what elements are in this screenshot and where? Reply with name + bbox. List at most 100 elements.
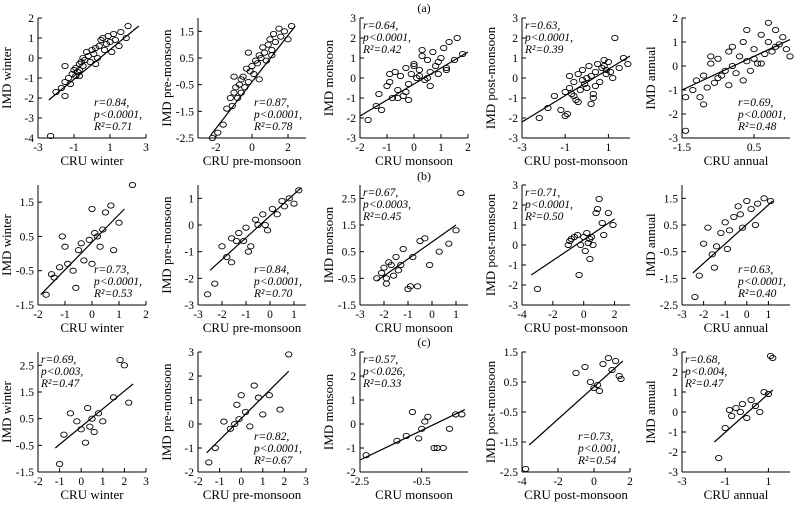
stat-r2: R²=0.47 (40, 378, 81, 390)
data-point (624, 60, 632, 68)
data-point (442, 64, 451, 72)
x-tick-label: 0 (591, 476, 597, 488)
data-point (703, 84, 711, 91)
data-point (108, 48, 116, 56)
data-point (273, 211, 281, 218)
data-point (710, 264, 719, 271)
data-point (404, 80, 413, 88)
data-point (237, 89, 245, 96)
data-point (387, 261, 395, 269)
data-point (124, 22, 132, 30)
data-point (589, 241, 597, 249)
data-point (757, 60, 765, 67)
data-point (458, 50, 467, 58)
y-tick-label: -2 (508, 113, 518, 125)
stat-r2: R²=0.70 (253, 288, 293, 300)
x-axis-title: CRU pre-monsoon (203, 153, 302, 168)
data-point (730, 213, 738, 221)
stat-r2: R²=0.54 (577, 455, 617, 467)
y-tick-label: -2 (184, 273, 194, 285)
stat-r2: R²=0.71 (93, 121, 132, 133)
data-point (725, 82, 733, 89)
data-point (757, 31, 765, 38)
stat-p: p<0.0001, (524, 32, 573, 44)
data-point (66, 410, 75, 417)
data-point (750, 46, 758, 53)
data-point (453, 34, 461, 42)
data-point (290, 200, 298, 207)
data-point (761, 50, 769, 58)
data-point (406, 283, 415, 290)
data-point (410, 62, 418, 70)
data-point (557, 106, 565, 114)
x-tick-label: 1 (291, 309, 297, 321)
data-point (55, 264, 64, 271)
data-point (251, 216, 260, 223)
data-point (287, 22, 296, 30)
x-tick-label: -1 (60, 309, 70, 321)
data-point (598, 219, 606, 227)
data-point (593, 381, 602, 389)
x-tick-label: -0.5 (413, 476, 431, 488)
data-point (580, 80, 589, 88)
data-point (589, 90, 597, 98)
y-tick-label: 0 (188, 220, 194, 232)
data-point (211, 444, 219, 452)
y-tick-label: -1.5 (660, 273, 678, 285)
x-axis-title: CRU pre-monsoon (203, 320, 302, 335)
y-tick-label: 3 (512, 13, 518, 25)
x-tick-label: -3 (677, 476, 687, 488)
data-point (746, 67, 755, 74)
data-point (750, 55, 758, 62)
y-tick-label: 1 (672, 387, 678, 399)
data-point (611, 34, 619, 42)
x-tick-label: 1 (260, 476, 266, 488)
y-tick-label: -1 (668, 85, 678, 97)
data-point (101, 209, 110, 216)
data-point (107, 202, 115, 209)
data-point (695, 272, 703, 279)
data-point (743, 197, 751, 205)
x-tick-label: 3 (143, 476, 149, 488)
y-tick-label: 2 (512, 200, 518, 212)
data-point (75, 72, 84, 80)
x-axis-title: CRU winter (60, 487, 124, 502)
data-point (591, 68, 600, 76)
data-point (75, 66, 84, 74)
stat-r: r=0.73, (578, 431, 613, 443)
data-point (96, 243, 104, 250)
regression-line (376, 224, 457, 282)
stat-r: r=0.63, (738, 264, 773, 276)
x-axis-title: CRU winter (60, 153, 124, 168)
data-point (211, 280, 219, 287)
data-point (52, 88, 60, 96)
x-tick-label: 1 (766, 476, 772, 488)
stat-p: p<0.0003, (362, 199, 411, 211)
y-axis-title: IMD monsoon (321, 39, 336, 116)
data-point (771, 43, 780, 50)
x-tick-label: -3 (517, 142, 527, 154)
stat-r: r=0.73, (94, 264, 129, 276)
data-point (280, 28, 289, 35)
x-axis-title: CRU monsoon (375, 487, 453, 502)
data-point (550, 92, 559, 100)
data-point (88, 415, 96, 422)
data-point (382, 280, 391, 287)
x-tick-label: -1 (241, 309, 251, 321)
y-tick-label: -0.5 (500, 407, 518, 419)
data-point (739, 77, 747, 84)
data-point (611, 357, 620, 365)
data-point (583, 74, 591, 82)
data-point (227, 235, 236, 242)
data-point (244, 248, 253, 255)
data-point (566, 237, 574, 245)
data-point (728, 62, 737, 70)
data-point (418, 46, 426, 54)
y-tick-label: -0.5 (338, 273, 356, 285)
regression-line (54, 383, 134, 449)
y-tick-label: 0 (350, 419, 356, 431)
x-tick-label: 1 (100, 476, 106, 488)
data-point (439, 444, 447, 452)
